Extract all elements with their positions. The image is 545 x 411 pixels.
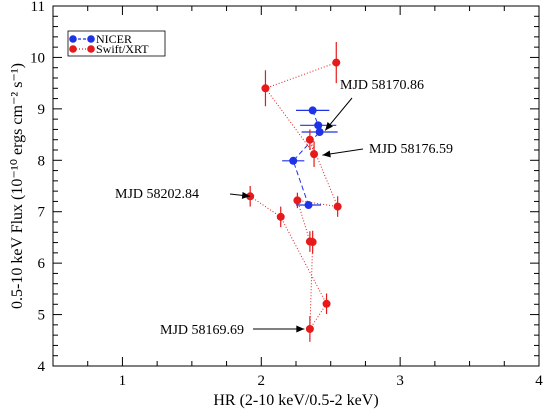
x-tick-label: 1 (119, 373, 127, 389)
annotation-arrowhead (241, 191, 251, 199)
point-swift (310, 150, 319, 159)
legend-nicer-marker-left (69, 35, 77, 43)
point-swift (261, 84, 270, 93)
point-swift (276, 212, 285, 221)
y-tick-label: 9 (38, 102, 46, 118)
x-axis-title: HR (2-10 keV/0.5-2 keV) (213, 392, 378, 409)
y-tick-label: 6 (38, 256, 46, 272)
point-nicer (304, 201, 313, 210)
series-lines (249, 62, 339, 331)
y-tick-label: 10 (30, 50, 45, 66)
point-swift (332, 58, 341, 67)
point-swift (305, 135, 314, 144)
annotation-label: MJD 58169.69 (160, 323, 244, 338)
point-nicer (308, 106, 317, 115)
y-tick-label: 5 (38, 308, 46, 324)
annotation-arrowhead (325, 122, 333, 131)
point-nicer (289, 156, 298, 165)
annotation-label: MJD 58202.84 (115, 187, 199, 202)
annotation-arrowhead (296, 325, 305, 333)
x-tick-label: 4 (535, 373, 543, 389)
point-swift (293, 196, 302, 205)
legend-nicer-label: NICER (96, 32, 132, 46)
annotations: MJD 58170.86 MJD 58176.59 MJD 58202.84 MJD … (115, 78, 453, 338)
x-tick-label: 3 (396, 373, 404, 389)
annotation-label: MJD 58170.86 (340, 78, 424, 93)
point-nicer (314, 121, 323, 130)
point-swift (322, 299, 331, 308)
plot-frame (52, 5, 540, 367)
legend-swift-marker-left (69, 45, 77, 53)
y-tick-label: 4 (38, 359, 46, 375)
legend-swift-label: Swift/XRT (96, 42, 149, 56)
x-tick-label: 2 (258, 373, 266, 389)
legend-swift-marker-right (87, 45, 95, 53)
legend-box (67, 30, 166, 57)
axis-ticks: 1 2 3 4 4 5 6 7 8 9 10 11 (30, 0, 543, 389)
legend-nicer-marker-right (87, 35, 95, 43)
point-swift (305, 237, 314, 246)
y-axis-title: 0.5-10 keV Flux (10⁻¹⁰ ergs cm⁻² s⁻¹) (9, 63, 26, 309)
annotation-label: MJD 58176.59 (369, 142, 453, 157)
legend: NICER Swift/XRT (67, 30, 166, 57)
series-line-nicer (292, 110, 321, 206)
y-tick-label: 11 (31, 0, 45, 15)
y-tick-label: 8 (38, 153, 46, 169)
point-swift (305, 324, 314, 333)
point-swift (333, 202, 342, 211)
point-nicer (315, 128, 324, 136)
series-line-swift (249, 62, 339, 331)
annotation-arrowhead (322, 150, 331, 158)
data-points (246, 58, 342, 333)
y-tick-label: 7 (38, 205, 46, 221)
